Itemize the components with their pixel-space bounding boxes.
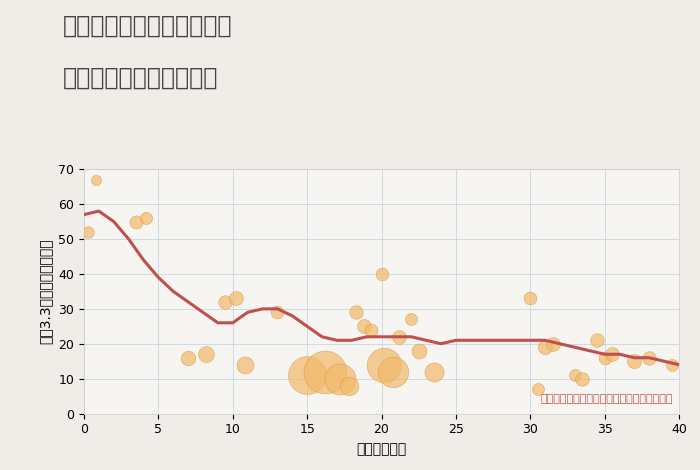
Point [365, 326, 377, 334]
Point [302, 371, 313, 379]
Point [525, 295, 536, 302]
Text: 築年数別中古戸建て価格: 築年数別中古戸建て価格 [63, 66, 218, 90]
Point [599, 354, 610, 361]
Point [141, 214, 152, 222]
Point [319, 368, 330, 376]
Text: 円の大きさは、取引のあった物件面積を示す: 円の大きさは、取引のあった物件面積を示す [540, 394, 673, 404]
Point [532, 385, 543, 393]
Point [606, 351, 617, 358]
Point [272, 309, 283, 316]
Point [406, 315, 417, 323]
Point [629, 358, 640, 365]
Point [343, 382, 354, 390]
Point [183, 354, 194, 361]
Point [428, 368, 439, 376]
Point [540, 344, 551, 351]
Point [358, 322, 370, 330]
Text: 兵庫県豊岡市出石町寺坂の: 兵庫県豊岡市出石町寺坂の [63, 14, 232, 38]
Point [569, 371, 580, 379]
Point [130, 218, 141, 225]
Y-axis label: 坪（3.3㎡）単価（万円）: 坪（3.3㎡）単価（万円） [38, 239, 52, 344]
Point [577, 375, 588, 383]
Point [547, 340, 558, 347]
Point [644, 354, 655, 361]
Point [230, 295, 241, 302]
Point [388, 368, 399, 376]
Point [351, 309, 362, 316]
Point [200, 351, 211, 358]
Point [220, 298, 231, 306]
X-axis label: 築年数（年）: 築年数（年） [356, 442, 407, 456]
Point [592, 337, 603, 344]
Point [376, 270, 387, 278]
Point [83, 228, 94, 236]
Point [239, 361, 251, 368]
Point [335, 375, 346, 383]
Point [90, 176, 101, 183]
Point [393, 333, 405, 341]
Point [666, 361, 677, 368]
Point [379, 361, 390, 368]
Point [413, 347, 424, 354]
